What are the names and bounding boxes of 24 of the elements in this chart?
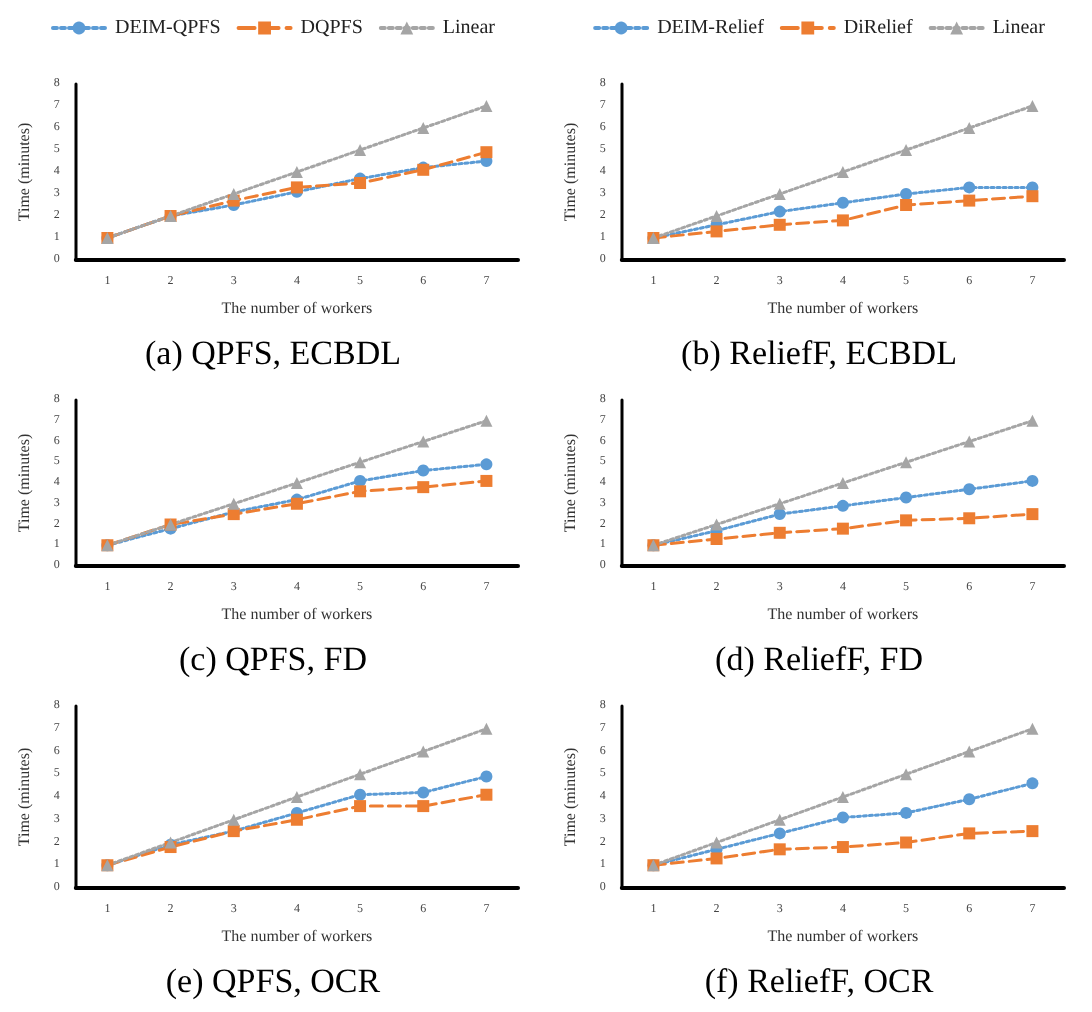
y-axis-title: Time (minutes) <box>561 433 579 533</box>
y-axis-title: Time (minutes) <box>15 747 33 847</box>
legend-label: DiRelief <box>843 17 914 39</box>
text: (e) QPFS, OCR <box>165 962 382 1000</box>
text: (d) ReliefF, FD <box>715 640 923 678</box>
legend-label: DQPFS <box>300 17 363 39</box>
y-axis-title: Time (minutes) <box>15 122 33 222</box>
x-axis-title: The number of workers <box>221 299 373 317</box>
y-axis-title: Time (minutes) <box>561 122 579 222</box>
text: (a) QPFS, ECBDL <box>145 334 401 372</box>
y-axis-title: Time (minutes) <box>561 747 579 847</box>
y-axis-title: Time (minutes) <box>15 433 33 533</box>
legend-label: DEIM-Relief <box>657 17 766 39</box>
legend-label: Linear <box>992 17 1047 39</box>
x-axis-title: The number of workers <box>221 605 373 623</box>
text: (f) ReliefF, OCR <box>704 962 935 1000</box>
legend-label: Linear <box>442 17 497 39</box>
x-axis-title: The number of workers <box>767 299 919 317</box>
text: (c) QPFS, FD <box>179 640 367 678</box>
x-axis-title: The number of workers <box>221 927 373 945</box>
legend-label: DEIM-QPFS <box>114 17 221 39</box>
text: (b) ReliefF, ECBDL <box>681 334 957 372</box>
x-axis-title: The number of workers <box>767 927 919 945</box>
x-axis-title: The number of workers <box>767 605 919 623</box>
